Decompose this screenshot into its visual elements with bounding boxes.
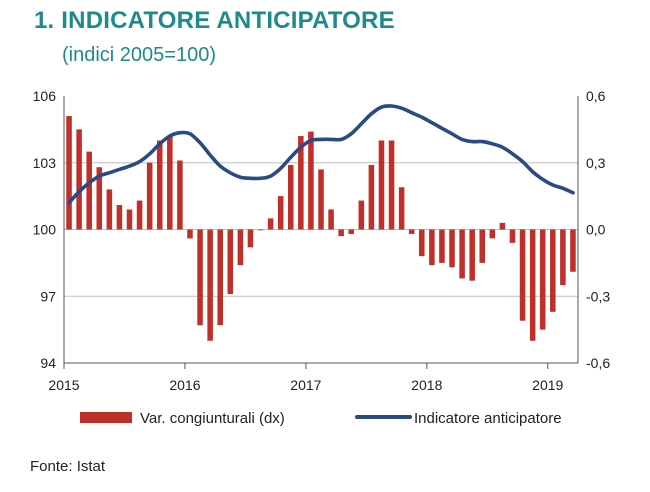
chart-title: 1. INDICATORE ANTICIPATORE [34, 7, 395, 35]
bar [146, 162, 153, 230]
bar [328, 209, 334, 230]
bar [570, 229, 576, 272]
bar [298, 136, 304, 230]
bar [257, 229, 264, 231]
bar-series [66, 116, 576, 341]
bar [469, 229, 475, 281]
bar [96, 167, 103, 230]
x-tick-label: 2017 [290, 377, 321, 393]
y-right-tick-label: 0,0 [586, 222, 606, 238]
bar [479, 229, 486, 263]
bar [237, 229, 244, 266]
legend: Var. congiunturali (dx) Indicatore antici… [80, 410, 562, 427]
indicator-line [67, 104, 575, 205]
legend-bar-swatch [80, 412, 132, 423]
bar [398, 187, 405, 230]
bar [378, 140, 385, 230]
bar [489, 229, 496, 239]
bar [247, 229, 254, 248]
bar [66, 116, 72, 230]
bar [156, 140, 163, 230]
source-note: Fonte: Istat [30, 458, 106, 475]
y-left-tick-label: 97 [40, 288, 56, 304]
axes: 94 97 100 103 106 -0,6 -0,3 0,0 0,3 0,6 2015 2016 20… [33, 88, 611, 393]
bar [408, 229, 415, 234]
bar [338, 229, 344, 237]
bar [348, 229, 355, 234]
bar [499, 222, 506, 230]
bar [167, 136, 173, 230]
bar [439, 229, 445, 263]
y-right-tick-label: 0,6 [586, 88, 606, 104]
bar [76, 129, 82, 230]
bar [126, 209, 133, 230]
bar [560, 229, 566, 286]
bar [177, 160, 183, 230]
bar [358, 200, 365, 230]
x-tick-label: 2015 [48, 377, 79, 393]
bar [106, 189, 113, 230]
bar [368, 164, 375, 230]
bar [429, 229, 435, 266]
y-right-tick-label: 0,3 [586, 155, 606, 171]
bar [86, 151, 92, 230]
y-left-tick-label: 100 [33, 222, 57, 238]
x-tick-label: 2016 [169, 377, 200, 393]
x-tick-label: 2019 [532, 377, 563, 393]
y-left-tick-label: 94 [40, 355, 56, 371]
bar [550, 229, 556, 312]
bar [318, 169, 324, 230]
bar [287, 164, 294, 230]
bar [509, 229, 516, 243]
bar [217, 229, 223, 326]
bar [197, 229, 203, 326]
y-right-tick-label: -0,6 [586, 355, 610, 371]
chart-subtitle: (indici 2005=100) [62, 44, 216, 66]
bar [267, 218, 274, 230]
x-tick-label: 2018 [411, 377, 442, 393]
bar [187, 229, 193, 239]
chart-number: 1. [34, 7, 55, 34]
bar [207, 229, 213, 341]
legend-bar-label: Var. congiunturali (dx) [140, 410, 285, 427]
bar [277, 196, 284, 230]
bar [136, 200, 143, 230]
bar [308, 131, 314, 230]
chart-title-text: INDICATORE ANTICIPATORE [61, 7, 395, 34]
bar [459, 229, 465, 279]
bar [227, 229, 234, 295]
y-left-tick-label: 106 [33, 88, 57, 104]
y-right-tick-label: -0,3 [586, 288, 610, 304]
bar [539, 229, 546, 330]
bar [449, 229, 455, 268]
bar [529, 229, 536, 341]
bar [388, 140, 395, 230]
legend-line-label: Indicatore anticipatore [414, 410, 562, 427]
bar [419, 229, 425, 257]
bar [116, 205, 123, 230]
line-series [67, 104, 575, 205]
bar [519, 229, 526, 321]
y-left-tick-label: 103 [33, 155, 57, 171]
